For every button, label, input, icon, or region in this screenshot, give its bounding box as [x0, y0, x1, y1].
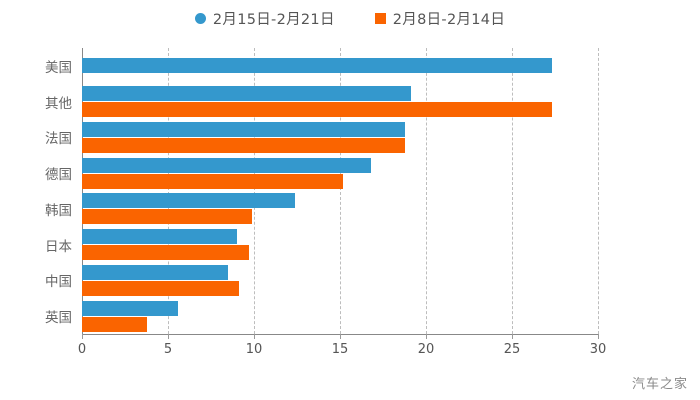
gridline [512, 48, 513, 334]
bar-series-0 [82, 86, 411, 102]
bar-row: 韩国 [45, 191, 598, 227]
bar-row: 中国 [45, 263, 598, 299]
legend-item-label: 2月15日-2月21日 [212, 12, 335, 28]
bar-row: 日本 [45, 227, 598, 263]
plot-area: 美国其他法国德国韩国日本中国英国 0 5 10 15 20 25 30 [45, 48, 606, 357]
x-tick-label: 0 [77, 342, 87, 357]
x-tick-label: 5 [163, 342, 173, 357]
legend-item-label: 2月8日-2月14日 [392, 12, 506, 28]
x-tick-label: 10 [245, 342, 263, 357]
bar-row: 其他 [45, 84, 598, 120]
x-tick-mark [598, 334, 599, 339]
bar-series-0 [82, 264, 229, 280]
category-label: 德国 [45, 167, 72, 184]
bar-row: 法国 [45, 120, 598, 156]
bar-row: 德国 [45, 155, 598, 191]
x-tick-mark [254, 334, 255, 339]
x-tick-mark [340, 334, 341, 339]
category-label: 其他 [45, 95, 72, 112]
category-label: 英国 [45, 310, 72, 327]
bar-series-1 [82, 245, 249, 261]
x-tick-mark [82, 334, 83, 339]
bar-series-1 [82, 137, 406, 153]
x-tick-label: 25 [503, 342, 521, 357]
category-label: 日本 [45, 238, 72, 255]
bar-series-0 [82, 229, 237, 245]
x-tick-label: 30 [589, 342, 607, 357]
bar-row: 英国 [45, 298, 598, 334]
bar-series-0 [82, 193, 296, 209]
category-label: 法国 [45, 131, 72, 148]
category-label: 中国 [45, 274, 72, 291]
x-tick-mark [426, 334, 427, 339]
bar-series-1 [82, 280, 239, 296]
bar-row: 美国 [45, 48, 598, 84]
x-tick-mark [512, 334, 513, 339]
category-label: 美国 [45, 59, 72, 76]
gridline [168, 48, 169, 334]
bar-series-0 [82, 157, 371, 173]
bar-series-0 [82, 121, 406, 137]
x-tick-mark [168, 334, 169, 339]
x-tick-label: 20 [417, 342, 435, 357]
legend-square-icon [374, 13, 386, 24]
bar-series-1 [82, 173, 344, 189]
watermark: 汽车之家 [631, 377, 688, 392]
gridline [426, 48, 427, 334]
bar-series-1 [82, 102, 552, 118]
bar-series-0 [82, 300, 179, 316]
bar-series-1 [82, 316, 148, 332]
legend-item-1[interactable]: 2月8日-2月14日 [374, 8, 506, 29]
y-axis-line [82, 48, 83, 334]
bar-series-1 [82, 209, 253, 225]
bar-series-0 [82, 58, 552, 74]
gridline [254, 48, 255, 334]
gridline [598, 48, 599, 334]
legend-item-0[interactable]: 2月15日-2月21日 [194, 8, 335, 29]
category-label: 韩国 [45, 202, 72, 219]
chart-legend: 2月15日-2月21日 2月8日-2月14日 [0, 8, 700, 29]
x-tick-label: 15 [331, 342, 349, 357]
gridline [340, 48, 341, 334]
legend-circle-icon [194, 13, 206, 24]
